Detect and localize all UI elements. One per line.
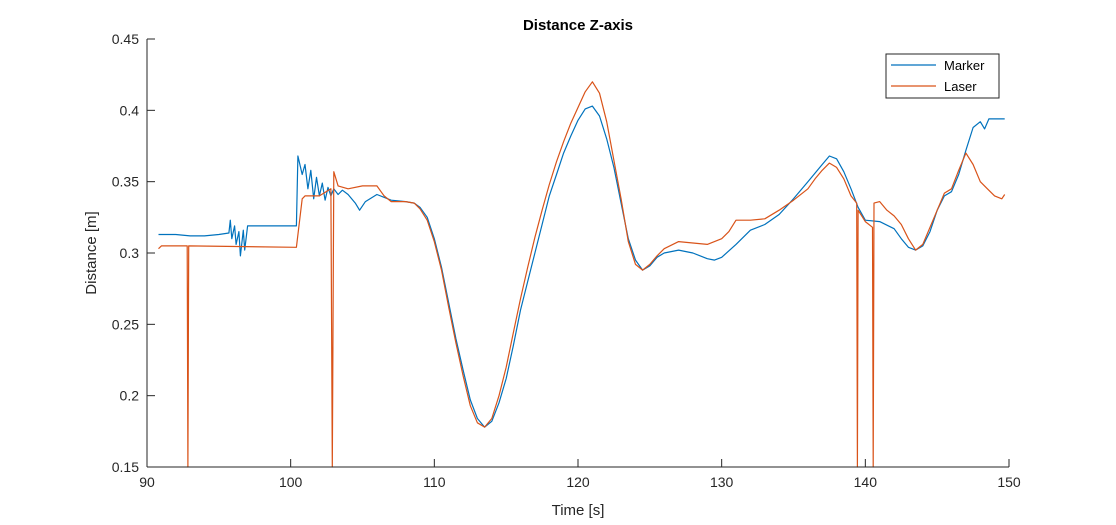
legend-box	[885, 53, 1000, 99]
y-tick-label: 0.15	[112, 459, 139, 475]
x-tick-label: 130	[710, 474, 734, 490]
y-axis-label: Distance [m]	[83, 211, 100, 294]
series-line-laser	[158, 81, 1006, 468]
x-axis-label: Time [s]	[552, 502, 605, 519]
legend-entry-marker: Marker	[944, 58, 985, 73]
legend: Marker Laser	[885, 53, 1000, 99]
series-line-marker	[158, 105, 1005, 428]
series-layer	[158, 81, 1006, 468]
y-tick-label: 0.45	[112, 31, 139, 47]
x-tick-label: 140	[854, 474, 878, 490]
axes-layer: 90 100 110 120 130 140 150 0.15 0.2 0.25 0.3 0.35 0.…	[112, 31, 1021, 490]
x-tick-label: 120	[566, 474, 590, 490]
y-tick-label: 0.2	[120, 388, 140, 404]
x-tick-label: 150	[997, 474, 1021, 490]
y-tick-label: 0.35	[112, 174, 139, 190]
legend-entry-laser: Laser	[944, 79, 977, 94]
x-tick-label: 100	[279, 474, 303, 490]
chart-title: Distance Z-axis	[523, 17, 633, 34]
plot-area	[147, 39, 1009, 467]
x-tick-label: 110	[423, 474, 446, 490]
x-tick-label: 90	[139, 474, 155, 490]
y-tick-label: 0.25	[112, 316, 139, 332]
y-tick-label: 0.3	[120, 245, 140, 261]
y-tick-label: 0.4	[120, 102, 140, 118]
